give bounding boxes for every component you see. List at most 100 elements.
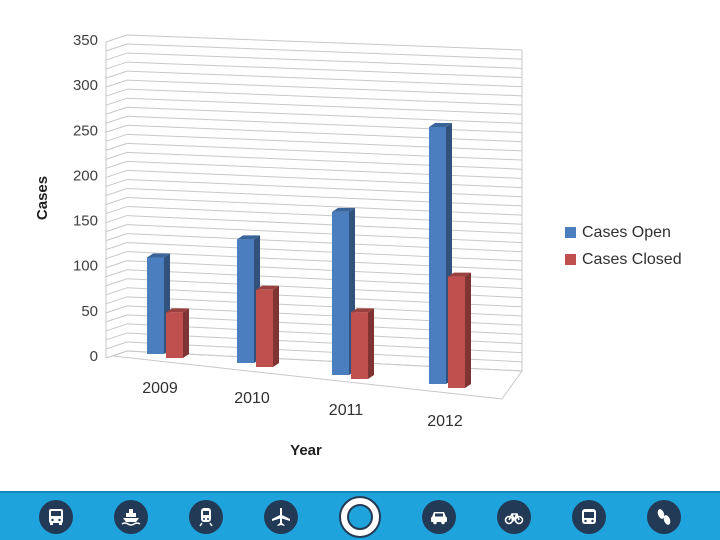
gridline (126, 52, 523, 69)
bar-front (256, 289, 273, 367)
gridline (126, 242, 523, 262)
side-gridline (105, 305, 128, 314)
gridline (126, 70, 523, 88)
transport-modes-footer (0, 491, 720, 540)
legend-label: Cases Open (582, 224, 671, 241)
side-gridline (105, 341, 128, 350)
footprints-icon (647, 499, 682, 534)
bar-top (166, 308, 189, 313)
side-gridline (105, 178, 128, 187)
y-axis-title: Cases (34, 176, 51, 220)
bar-top (448, 272, 471, 277)
bar-front (448, 276, 465, 388)
side-gridline (105, 169, 128, 178)
side-gridline (105, 197, 128, 205)
y-tick-label: 250 (73, 122, 98, 139)
bar-cases-closed-2010 (256, 285, 279, 367)
gridline (126, 142, 523, 161)
y-tick-label: 150 (73, 213, 98, 230)
side-gridline (105, 287, 128, 296)
train-icon (188, 499, 223, 534)
bar-top (237, 235, 260, 240)
side-gridline (105, 160, 128, 169)
side-gridline (105, 97, 128, 106)
side-gridline (105, 115, 128, 124)
side-gridline (105, 269, 128, 278)
bicycle-icon (497, 499, 532, 534)
gridline (126, 115, 523, 134)
department-seal-icon (338, 495, 381, 538)
gridline (126, 233, 523, 253)
side-gridline (105, 124, 128, 133)
x-axis-title: Year (290, 442, 322, 459)
gridline (126, 206, 523, 225)
gridline (126, 133, 523, 152)
bars (147, 122, 471, 388)
gridline (126, 43, 523, 60)
y-tick-label: 350 (73, 32, 98, 49)
bar-chart: 0 50 100 150 200 250 300 350 2009 2010 2011 2012 C… (34, 32, 682, 459)
side-gridline (105, 188, 128, 196)
side-gridline (105, 43, 128, 52)
side-gridline (105, 242, 128, 251)
airplane-icon (263, 499, 298, 534)
bar-top (351, 308, 374, 313)
bar-side (465, 272, 471, 388)
gridline (126, 187, 523, 207)
side-gridline (105, 296, 128, 305)
gridline (126, 61, 523, 79)
car-icon (422, 499, 457, 534)
ferry-icon (113, 499, 148, 534)
gridline (126, 160, 523, 179)
gridline (126, 79, 523, 97)
y-tick-label: 200 (73, 167, 98, 184)
bar-side (183, 308, 189, 358)
side-gridline (105, 61, 128, 70)
bar-side (368, 308, 374, 379)
side-gridline (105, 215, 128, 224)
bar-top (332, 207, 355, 212)
bar-top (429, 122, 452, 127)
side-gridline (105, 224, 128, 233)
gridline (126, 224, 523, 244)
side-gridline (105, 133, 128, 142)
gridline (126, 215, 523, 234)
x-tick-label: 2011 (329, 402, 364, 419)
bar-front (147, 257, 164, 354)
side-gridline (105, 278, 128, 287)
y-axis-ticks: 0 50 100 150 200 250 300 350 (73, 32, 98, 365)
bar-front (351, 312, 368, 379)
x-axis-ticks: 2009 2010 2011 2012 (142, 380, 463, 430)
gridline (126, 178, 523, 198)
gridline (126, 151, 523, 170)
bar-top (147, 253, 170, 258)
side-gridline (105, 251, 128, 260)
bus-front-icon (572, 499, 607, 534)
bar-top (256, 285, 279, 290)
bar-cases-closed-2011 (351, 308, 374, 379)
gridline (126, 124, 523, 143)
bar-front (237, 239, 254, 363)
side-gridline (105, 323, 128, 332)
gridline (126, 88, 523, 106)
bar-cases-closed-2009 (166, 308, 189, 358)
bus-icon (38, 499, 73, 534)
legend: Cases Open Cases Closed (565, 224, 682, 268)
legend-label: Cases Closed (582, 251, 682, 268)
x-tick-label: 2009 (142, 380, 178, 397)
bar-front (166, 312, 183, 358)
bar-cases-closed-2012 (448, 272, 471, 388)
side-gridline (105, 52, 128, 61)
bar-front (332, 211, 349, 375)
bar-side (273, 285, 279, 367)
x-tick-label: 2012 (427, 413, 463, 430)
bar-front (429, 126, 446, 384)
side-gridline (105, 106, 128, 115)
gridline (126, 197, 523, 216)
y-tick-label: 0 (90, 348, 98, 365)
side-gridline (105, 332, 128, 341)
y-tick-label: 100 (73, 258, 98, 275)
gridline (126, 97, 523, 115)
side-gridline (105, 34, 128, 43)
side-gridline (105, 142, 128, 151)
